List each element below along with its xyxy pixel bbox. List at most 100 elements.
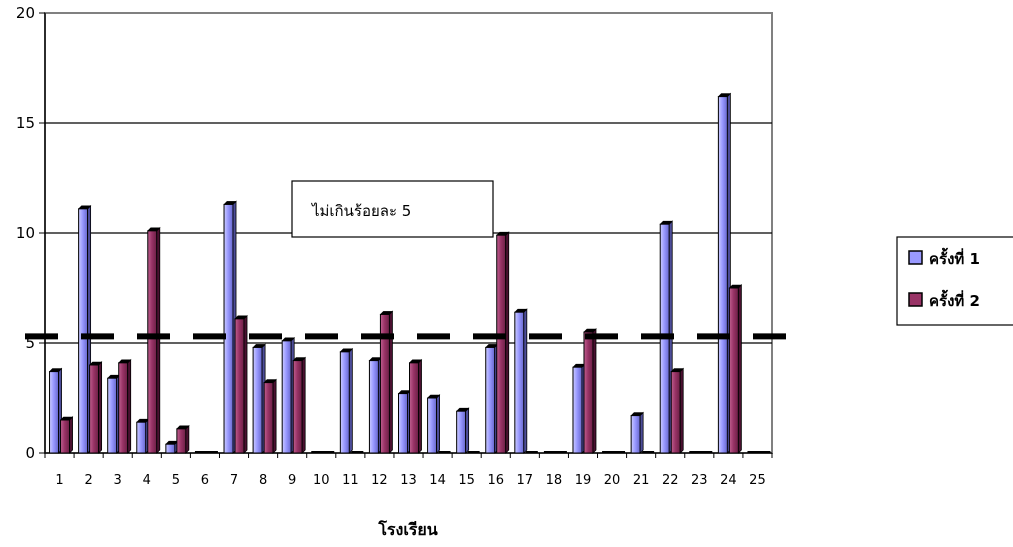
- bar-face: [60, 419, 71, 454]
- bar-face: [223, 203, 234, 454]
- bar-s1-cat21: [630, 411, 644, 454]
- bar-s1-cat13: [397, 389, 412, 454]
- y-tick-label-20: 20: [16, 4, 35, 22]
- bar-s1-cat16: [485, 343, 499, 454]
- bar-top: [379, 311, 394, 315]
- bar-top: [426, 394, 441, 399]
- bar-face: [89, 364, 100, 454]
- bar-face: [409, 362, 419, 454]
- bar-s1-cat7: [223, 200, 237, 454]
- bar-s1-cat1: [48, 367, 63, 454]
- bar-top: [117, 359, 132, 364]
- bar-side: [592, 328, 597, 454]
- bar-s1-cat5: [165, 440, 179, 454]
- bar-face: [147, 230, 158, 454]
- bar-side: [679, 367, 684, 454]
- bar-s2-cat12: [379, 310, 394, 454]
- bar-top: [339, 348, 354, 353]
- bar-s1-cat14: [426, 394, 441, 454]
- x-tick-label-9: 9: [288, 473, 296, 488]
- bar-side: [156, 226, 161, 454]
- bar-face: [263, 382, 274, 454]
- legend-swatch-series-1: [908, 250, 923, 265]
- bar-face: [292, 360, 303, 454]
- annotation-text: ไม่เกินร้อยละ 5: [311, 202, 411, 220]
- bar-side: [301, 356, 306, 454]
- bar-s1-cat4: [136, 418, 150, 454]
- bar-top: [408, 359, 423, 364]
- bar-s1-cat9: [281, 336, 295, 454]
- bar-s2-cat4: [147, 226, 161, 454]
- bar-s2-cat16: [496, 231, 510, 454]
- bar-top: [59, 416, 74, 421]
- bar-face: [717, 96, 728, 454]
- bar-face: [496, 234, 507, 454]
- bar-s2-cat13: [408, 358, 423, 454]
- bar-face: [281, 340, 292, 454]
- x-tick-label-22: 22: [662, 473, 679, 488]
- bar-top: [48, 368, 63, 372]
- bar-top: [717, 93, 732, 97]
- bar-face: [485, 346, 496, 454]
- bar-s1-cat8: [252, 343, 266, 454]
- bar-face: [339, 351, 350, 454]
- bar-face: [107, 377, 118, 454]
- bar-s2-cat3: [117, 358, 132, 454]
- bar-face: [728, 287, 739, 454]
- bar-face: [456, 410, 467, 454]
- bar-top: [514, 308, 528, 313]
- legend-label-series-2: ครั้งที่ 2: [929, 289, 980, 310]
- x-tick-label-25: 25: [749, 473, 766, 488]
- bar-s2-cat22: [670, 367, 684, 454]
- annotation-box: [291, 180, 494, 238]
- bar-s2-cat2: [88, 361, 103, 454]
- bar-side: [185, 424, 190, 454]
- legend-swatch-series-2: [908, 292, 923, 307]
- bar-s1-cat12: [368, 356, 383, 454]
- bar-top: [88, 361, 103, 366]
- bar-s1-cat3: [106, 374, 121, 454]
- bar-side: [389, 310, 393, 454]
- bar-top: [234, 315, 248, 320]
- bar-s2-cat24: [728, 284, 743, 454]
- bar-top: [77, 205, 92, 210]
- bar-s2-cat9: [292, 356, 306, 454]
- y-tick-label-5: 5: [25, 334, 35, 352]
- x-tick-label-18: 18: [546, 473, 563, 488]
- bar-s2-cat7: [234, 314, 248, 454]
- bar-side: [98, 361, 103, 454]
- bar-s1-cat2: [77, 204, 92, 454]
- x-tick-label-23: 23: [691, 473, 708, 488]
- y-tick-label-10: 10: [16, 224, 35, 242]
- x-tick-label-11: 11: [342, 473, 359, 488]
- bar-s2-cat5: [176, 424, 190, 454]
- bar-face: [234, 318, 245, 454]
- x-axis-label: โรงเรียน: [377, 519, 437, 539]
- bar-s1-cat24: [717, 92, 732, 454]
- x-tick-label-14: 14: [429, 473, 446, 488]
- bar-face: [630, 415, 641, 454]
- bar-top: [630, 412, 644, 416]
- bar-top: [263, 379, 277, 383]
- bar-top: [728, 284, 743, 289]
- x-tick-label-21: 21: [633, 473, 650, 488]
- y-tick-label-15: 15: [16, 114, 35, 132]
- bar-face: [572, 366, 583, 454]
- x-tick-label-2: 2: [84, 473, 92, 488]
- x-tick-label-17: 17: [517, 473, 534, 488]
- bar-face: [398, 393, 408, 454]
- x-tick-label-13: 13: [400, 473, 417, 488]
- x-tick-label-7: 7: [230, 473, 238, 488]
- bar-side: [639, 411, 644, 454]
- bar-face: [583, 331, 594, 454]
- bar-top: [223, 201, 237, 205]
- legend: ครั้งที่ 1 ครั้งที่ 2: [896, 236, 1013, 326]
- bar-side: [69, 416, 73, 454]
- bar-face: [514, 311, 525, 454]
- bar-s1-cat15: [455, 407, 470, 454]
- bar-side: [505, 231, 510, 454]
- bar-face: [252, 346, 263, 454]
- bar-side: [127, 358, 132, 454]
- y-tick-label-0: 0: [25, 444, 35, 462]
- bar-s1-cat17: [514, 308, 528, 454]
